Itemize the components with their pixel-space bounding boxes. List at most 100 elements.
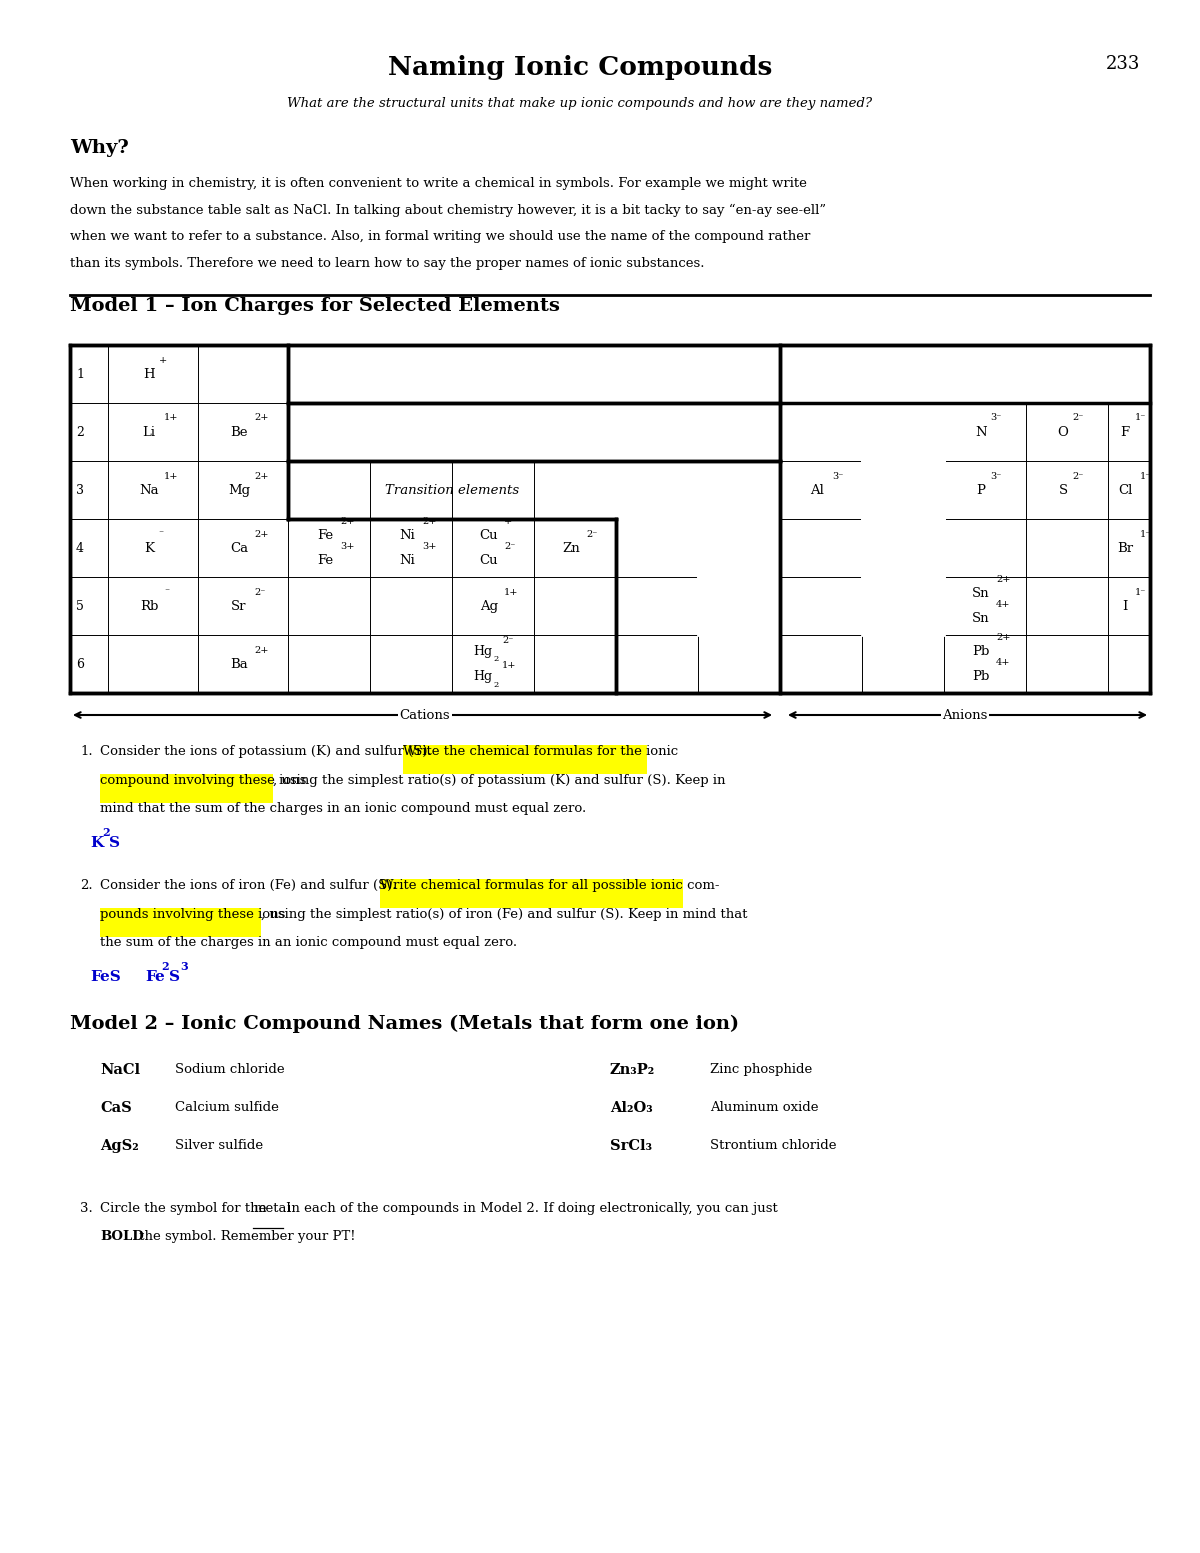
Bar [100,907,260,936]
Text: 2+: 2+ [254,530,269,539]
Text: K: K [90,836,103,849]
Text: Sr: Sr [232,599,247,612]
Bar [862,402,944,461]
Text: O: O [1057,426,1068,438]
Bar [698,578,780,635]
Text: 2⁻: 2⁻ [1073,472,1084,480]
Text: S: S [168,969,180,983]
Text: Aluminum oxide: Aluminum oxide [710,1101,818,1114]
Text: 3: 3 [180,960,188,972]
Text: down the substance table salt as NaCl. In talking about chemistry however, it is: down the substance table salt as NaCl. I… [70,203,826,217]
Text: When working in chemistry, it is often convenient to write a chemical in symbols: When working in chemistry, it is often c… [70,177,806,189]
Text: Why?: Why? [70,140,128,157]
Text: 3+: 3+ [340,542,354,551]
Text: than its symbols. Therefore we need to learn how to say the proper names of ioni: than its symbols. Therefore we need to l… [70,256,704,270]
Bar [698,461,780,519]
Text: ⁻: ⁻ [164,587,169,596]
Text: 2⁻: 2⁻ [504,542,515,551]
Text: the sum of the charges in an ionic compound must equal zero.: the sum of the charges in an ionic compo… [100,936,517,949]
Bar [616,461,780,519]
Text: 2.: 2. [80,879,92,891]
Text: 1.: 1. [80,745,92,758]
Text: 2: 2 [102,826,110,837]
Bar [616,461,780,519]
Text: 3⁻: 3⁻ [990,413,1002,422]
Text: Model 2 – Ionic Compound Names (Metals that form one ion): Model 2 – Ionic Compound Names (Metals t… [70,1014,739,1033]
Text: compound involving these ions: compound involving these ions [100,773,306,786]
Bar [780,345,1108,402]
Text: 1+: 1+ [504,587,518,596]
Text: Silver sulfide: Silver sulfide [175,1138,263,1151]
Text: 2+: 2+ [254,646,269,654]
Text: S: S [1058,483,1068,497]
Text: Consider the ions of potassium (K) and sulfur (S).: Consider the ions of potassium (K) and s… [100,745,436,758]
Text: AgS₂: AgS₂ [100,1138,139,1152]
Text: , using the simplest ratio(s) of iron (Fe) and sulfur (S). Keep in mind that: , using the simplest ratio(s) of iron (F… [260,907,748,921]
Text: Fe: Fe [317,528,334,542]
Text: 4: 4 [76,542,84,554]
Bar [70,345,1150,693]
Text: 1⁻: 1⁻ [1134,587,1146,596]
Text: 1+: 1+ [502,662,516,669]
Text: 3⁻: 3⁻ [832,472,844,480]
Text: Sn: Sn [972,587,990,599]
Text: Write chemical formulas for all possible ionic com-: Write chemical formulas for all possible… [379,879,719,891]
Text: Anions: Anions [942,708,988,722]
Text: 2⁻: 2⁻ [586,530,598,539]
Text: the symbol. Remember your PT!: the symbol. Remember your PT! [134,1230,355,1242]
Text: What are the structural units that make up ionic compounds and how are they name: What are the structural units that make … [288,96,872,110]
Text: NaCl: NaCl [100,1062,140,1076]
Text: 2: 2 [493,680,498,690]
Text: when we want to refer to a substance. Also, in formal writing we should use the : when we want to refer to a substance. Al… [70,230,810,242]
Text: Ba: Ba [230,657,248,671]
Text: Cations: Cations [400,708,450,722]
Bar [100,773,272,803]
Text: Pb: Pb [972,644,990,658]
Text: K: K [144,542,154,554]
Text: FeS: FeS [90,969,121,983]
Text: 1⁻: 1⁻ [1134,413,1146,422]
Text: Sn: Sn [972,612,990,626]
Text: Cu: Cu [480,528,498,542]
Bar [862,461,944,519]
Bar [379,879,683,909]
Text: Zn₃P₂: Zn₃P₂ [610,1062,655,1076]
Text: Zinc phosphide: Zinc phosphide [710,1062,812,1076]
Text: 3⁻: 3⁻ [990,472,1002,480]
Text: +: + [158,356,167,365]
Text: Strontium chloride: Strontium chloride [710,1138,836,1151]
Text: Model 1 – Ion Charges for Selected Elements: Model 1 – Ion Charges for Selected Eleme… [70,297,560,315]
Text: 2+: 2+ [422,517,437,526]
Text: Fe: Fe [145,969,164,983]
Bar [288,402,780,461]
Text: F: F [1121,426,1129,438]
Text: Circle the symbol for the: Circle the symbol for the [100,1202,271,1214]
Text: 6: 6 [76,657,84,671]
Text: 2⁻: 2⁻ [254,587,265,596]
Text: S: S [109,836,120,849]
Text: Cl: Cl [1118,483,1132,497]
Text: I: I [1122,599,1128,612]
Text: Fe: Fe [317,554,334,567]
Text: Rb: Rb [140,599,158,612]
Text: Al₂O₃: Al₂O₃ [610,1101,653,1115]
Text: ⁻: ⁻ [158,530,163,539]
Text: 1: 1 [76,368,84,380]
Text: Transition elements: Transition elements [385,483,520,497]
Text: N: N [976,426,986,438]
Text: Write the chemical formulas for the ionic: Write the chemical formulas for the ioni… [403,745,678,758]
Text: Sodium chloride: Sodium chloride [175,1062,284,1076]
Text: Na: Na [139,483,158,497]
Text: Pb: Pb [972,671,990,683]
Text: 2+: 2+ [996,632,1010,641]
Text: 3.: 3. [80,1202,92,1214]
Text: , using the simplest ratio(s) of potassium (K) and sulfur (S). Keep in: , using the simplest ratio(s) of potassi… [272,773,725,786]
Text: SrCl₃: SrCl₃ [610,1138,652,1152]
Text: Zn: Zn [562,542,580,554]
Text: 2+: 2+ [254,413,269,422]
Text: 2+: 2+ [254,472,269,480]
Text: 3: 3 [76,483,84,497]
Text: Naming Ionic Compounds: Naming Ionic Compounds [388,54,772,81]
Text: Hg: Hg [474,671,492,683]
Text: 2: 2 [76,426,84,438]
